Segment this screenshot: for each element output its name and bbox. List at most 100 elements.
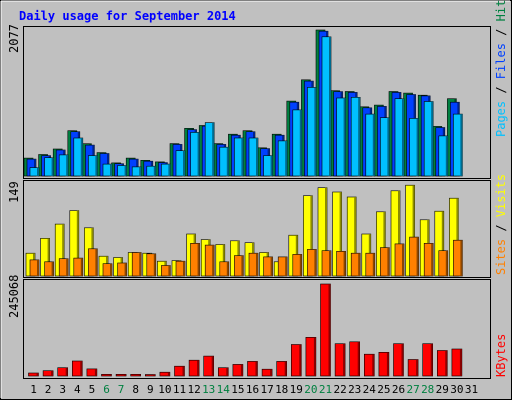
bar-shade-kbytes-day-13 — [211, 356, 214, 376]
x-tick-label-day-8: 8 — [132, 383, 139, 396]
ymax-label-visits: 149 — [7, 181, 21, 203]
bar-shade-visits-day-3 — [62, 224, 65, 276]
x-tick-label-day-9: 9 — [147, 383, 154, 396]
x-tick-label-day-27: 27 — [406, 383, 419, 396]
bar-shade-kbytes-day-3 — [65, 367, 68, 376]
bar-shade-pages-day-1 — [37, 167, 39, 176]
bar-shade-kbytes-day-1 — [36, 373, 39, 376]
bar-shade-pages-day-7 — [124, 165, 127, 176]
x-tick-label-day-26: 26 — [392, 383, 405, 396]
bar-shade-kbytes-day-20 — [313, 337, 316, 376]
bar-shade-pages-day-12 — [197, 132, 200, 176]
bar-shade-sites-day-23 — [358, 253, 361, 276]
bar-shade-pages-day-15 — [241, 138, 244, 176]
bar-shade-visits-day-26 — [398, 190, 400, 276]
bar-shade-kbytes-day-22 — [343, 343, 346, 376]
legend-hits: Hits — [494, 0, 508, 21]
bar-shade-pages-day-4 — [80, 138, 83, 176]
bar-shade-sites-day-20 — [314, 249, 317, 276]
bar-shade-sites-day-16 — [256, 253, 258, 276]
bar-shade-sites-day-5 — [95, 248, 98, 276]
legend-visits-sites: Sites / Visits — [494, 174, 508, 275]
x-tick-label-day-7: 7 — [118, 383, 125, 396]
bar-shade-kbytes-day-15 — [240, 364, 243, 376]
bar-shade-visits-day-27 — [412, 185, 415, 276]
x-tick-label-day-4: 4 — [74, 383, 81, 396]
x-tick-label-day-19: 19 — [290, 383, 303, 396]
bar-shade-sites-day-9 — [153, 253, 156, 276]
x-tick-label-day-20: 20 — [304, 383, 317, 396]
x-tick-label-day-29: 29 — [436, 383, 449, 396]
bar-shade-pages-day-20 — [314, 87, 317, 176]
legend-sep-1: / — [494, 79, 508, 101]
bar-shade-sites-day-3 — [66, 258, 69, 276]
bar-shade-kbytes-day-14 — [226, 367, 229, 376]
bar-shade-pages-day-16 — [256, 138, 258, 176]
bar-shade-kbytes-day-18 — [284, 361, 287, 376]
legend-sep-2: / — [494, 21, 508, 43]
bar-shade-sites-day-13 — [212, 245, 215, 276]
bar-shade-sites-day-7 — [124, 263, 127, 276]
ymax-label-hits: 2077 — [7, 24, 21, 53]
bar-shade-sites-day-2 — [51, 261, 54, 276]
bar-shade-pages-day-19 — [299, 109, 302, 176]
bar-shade-pages-day-28 — [431, 101, 434, 176]
bar-shade-pages-day-24 — [372, 114, 375, 176]
bar-shade-sites-day-14 — [226, 261, 229, 276]
x-tick-label-day-17: 17 — [260, 383, 273, 396]
bar-shade-sites-day-17 — [270, 256, 273, 276]
bar-shade-visits-day-21 — [325, 187, 327, 276]
x-tick-label-day-23: 23 — [348, 383, 361, 396]
legend-hits-files-pages: Pages / Files / Hits — [494, 0, 508, 137]
bar-shade-kbytes-day-25 — [386, 352, 389, 376]
bar-shade-pages-day-11 — [183, 150, 185, 176]
bar-shade-visits-day-22 — [339, 192, 342, 276]
bar-shade-kbytes-day-5 — [94, 368, 97, 376]
bar-shade-sites-day-30 — [460, 240, 463, 276]
bar-shade-sites-day-10 — [168, 265, 171, 276]
bar-shade-pages-day-22 — [343, 98, 346, 176]
bar-shade-visits-day-4 — [76, 210, 79, 276]
bar-shade-sites-day-12 — [197, 243, 200, 276]
bar-shade-kbytes-day-30 — [459, 349, 462, 376]
bar-shade-kbytes-day-23 — [357, 341, 360, 376]
bar-shade-pages-day-25 — [387, 117, 390, 176]
bar-shade-sites-day-1 — [37, 259, 39, 276]
bar-shade-kbytes-day-9 — [153, 374, 156, 376]
legend-kbytes: KBytes — [494, 334, 508, 377]
bar-shade-sites-day-19 — [299, 254, 302, 276]
x-tick-label-day-6: 6 — [103, 383, 110, 396]
bar-shade-pages-day-23 — [358, 97, 361, 176]
bar-shade-pages-day-5 — [95, 155, 98, 176]
bar-shade-kbytes-day-27 — [416, 359, 419, 376]
bar-shade-kbytes-day-10 — [167, 372, 170, 376]
x-tick-label-day-12: 12 — [187, 383, 200, 396]
bar-shade-kbytes-day-26 — [401, 343, 404, 376]
bar-shade-kbytes-day-19 — [299, 344, 302, 376]
x-tick-label-day-5: 5 — [89, 383, 96, 396]
x-tick-label-day-11: 11 — [173, 383, 186, 396]
bar-shade-kbytes-day-28 — [430, 343, 433, 376]
x-tick-label-day-25: 25 — [377, 383, 390, 396]
bar-shade-pages-day-3 — [66, 154, 69, 176]
bar-shade-pages-day-18 — [285, 140, 288, 176]
bar-shade-visits-day-23 — [354, 197, 357, 276]
bar-shade-sites-day-28 — [431, 243, 434, 276]
x-tick-label-day-15: 15 — [231, 383, 244, 396]
x-tick-label-day-10: 10 — [158, 383, 171, 396]
bar-shade-kbytes-day-29 — [445, 350, 448, 376]
x-tick-label-day-3: 3 — [59, 383, 66, 396]
bar-shade-visits-day-20 — [310, 195, 313, 276]
bar-shade-visits-day-14 — [222, 244, 225, 276]
bar-shade-sites-day-4 — [80, 258, 83, 276]
x-tick-label-day-14: 14 — [217, 383, 231, 396]
bar-shade-kbytes-day-7 — [124, 374, 127, 376]
bar-shade-pages-day-8 — [139, 166, 142, 176]
bar-shade-pages-day-26 — [402, 98, 404, 176]
x-tick-label-day-21: 21 — [319, 383, 332, 396]
legend-sites: Sites — [494, 239, 508, 275]
x-tick-label-day-16: 16 — [246, 383, 259, 396]
bar-shade-kbytes-day-11 — [182, 366, 185, 376]
x-tick-label-day-28: 28 — [421, 383, 434, 396]
bar-shade-sites-day-25 — [387, 247, 390, 276]
